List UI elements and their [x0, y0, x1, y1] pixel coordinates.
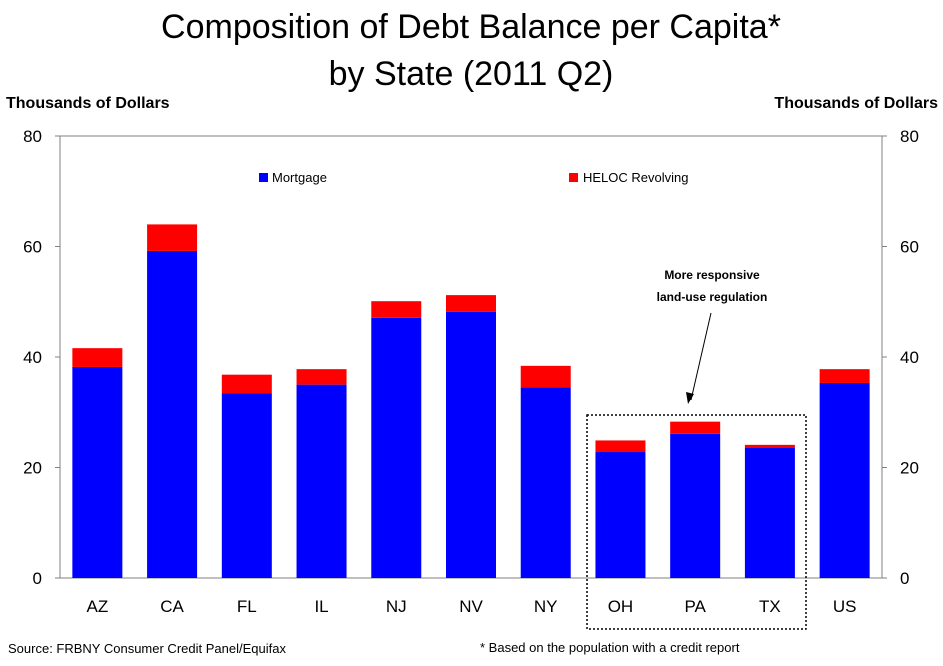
x-tick-label-fl: FL [237, 597, 257, 616]
x-tick-label-il: IL [314, 597, 328, 616]
bar-heloc-us [819, 369, 870, 383]
bar-mortgage-nj [371, 317, 422, 578]
y-tick-label-right: 80 [900, 127, 919, 146]
bar-heloc-nj [371, 301, 422, 318]
y-tick-label-left: 0 [33, 569, 42, 588]
legend-label-mortgage: Mortgage [272, 170, 327, 185]
y-axis-left-title: Thousands of Dollars [6, 95, 170, 112]
y-tick-label-right: 60 [900, 238, 919, 257]
legend-swatch-mortgage [259, 173, 268, 182]
bar-heloc-az [72, 348, 123, 367]
chart-title-line-2: by State (2011 Q2) [329, 55, 614, 93]
bar-mortgage-nv [446, 311, 496, 578]
chart-title: Composition of Debt Balance per Capita* … [161, 8, 781, 93]
source-note: Source: FRBNY Consumer Credit Panel/Equi… [8, 641, 286, 656]
bar-heloc-nv [446, 295, 496, 312]
x-tick-label-az: AZ [86, 597, 108, 616]
annotation-line-1: More responsive [664, 268, 760, 282]
y-axis-right-title: Thousands of Dollars [774, 95, 938, 112]
y-tick-label-left: 40 [23, 348, 42, 367]
bar-mortgage-az [72, 366, 123, 578]
legend-swatch-heloc [569, 173, 578, 182]
bar-mortgage-fl [221, 393, 272, 578]
legend: Mortgage HELOC Revolving [259, 170, 689, 185]
footnote: * Based on the population with a credit … [480, 640, 740, 655]
bar-mortgage-us [819, 382, 870, 578]
bar-mortgage-ny [520, 387, 571, 578]
x-tick-label-ny: NY [534, 597, 558, 616]
x-tick-label-pa: PA [684, 597, 706, 616]
bar-heloc-tx [744, 444, 795, 448]
y-tick-label-right: 0 [900, 569, 909, 588]
bar-heloc-pa [670, 421, 721, 434]
highlight-group-box [586, 414, 807, 630]
y-tick-label-right: 40 [900, 348, 919, 367]
x-tick-label-nv: NV [459, 597, 483, 616]
chart-title-line-1: Composition of Debt Balance per Capita* [161, 8, 781, 46]
y-tick-label-left: 60 [23, 238, 42, 257]
y-tick-label-left: 80 [23, 127, 42, 146]
annotation: More responsive land-use regulation [657, 268, 768, 404]
y-tick-label-right: 20 [900, 459, 919, 478]
bar-mortgage-oh [595, 452, 646, 578]
bar-mortgage-pa [670, 433, 721, 578]
bar-heloc-il [296, 369, 347, 385]
x-tick-label-tx: TX [759, 597, 781, 616]
bar-heloc-fl [221, 374, 272, 394]
bar-heloc-oh [595, 440, 646, 453]
annotation-arrow-head [686, 392, 694, 404]
bar-heloc-ca [147, 224, 198, 251]
x-tick-label-oh: OH [608, 597, 634, 616]
bar-mortgage-tx [744, 447, 795, 578]
x-tick-label-nj: NJ [386, 597, 407, 616]
bar-mortgage-ca [147, 250, 198, 579]
legend-label-heloc: HELOC Revolving [583, 170, 689, 185]
bar-mortgage-il [296, 384, 347, 578]
annotation-line-2: land-use regulation [657, 290, 768, 304]
bar-heloc-ny [520, 365, 571, 388]
x-tick-label-ca: CA [160, 597, 184, 616]
x-tick-label-us: US [833, 597, 857, 616]
y-tick-label-left: 20 [23, 459, 42, 478]
annotation-arrow-line [690, 312, 712, 401]
